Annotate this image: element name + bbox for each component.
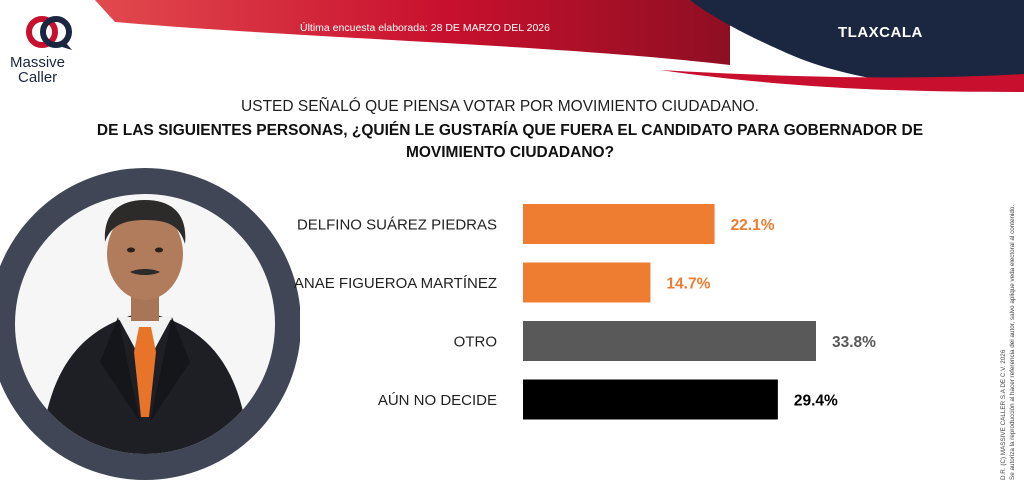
intro-text: USTED SEÑALÓ QUE PIENSA VOTAR POR MOVIMI…: [241, 98, 759, 115]
bar: [523, 321, 816, 361]
copyright-line2: Se autoriza la reproducción al hacer ref…: [1009, 204, 1016, 480]
region-label: TLAXCALA: [838, 24, 923, 41]
value-label: 33.8%: [832, 334, 876, 351]
value-label: 22.1%: [731, 217, 775, 234]
brand-name-line2: Caller: [18, 69, 58, 86]
category-label: ANAE FIGUEROA MARTÍNEZ: [294, 275, 497, 292]
header-banner: [95, 0, 1024, 92]
candidate-photo: [0, 168, 300, 480]
category-label: AÚN NO DECIDE: [378, 392, 497, 409]
copyright-line1: D.R. (C) MASSIVE CALLER S.A DE C.V. 2026: [1000, 349, 1007, 480]
category-label: DELFINO SUÁREZ PIEDRAS: [297, 217, 497, 234]
survey-date: Última encuesta elaborada: 28 DE MARZO D…: [300, 22, 550, 34]
value-label: 29.4%: [794, 393, 838, 410]
bar: [523, 204, 715, 244]
bar: [523, 262, 651, 303]
copyright-notice: D.R. (C) MASSIVE CALLER S.A DE C.V. 2026…: [999, 205, 1017, 480]
massive-caller-logo: [26, 16, 72, 50]
category-label: OTRO: [454, 334, 497, 351]
bar: [523, 379, 778, 420]
question-text: DE LAS SIGUIENTES PERSONAS, ¿QUIÉN LE GU…: [96, 122, 924, 161]
brand-name-line1: Massive: [10, 54, 66, 71]
value-label: 14.7%: [666, 276, 710, 293]
